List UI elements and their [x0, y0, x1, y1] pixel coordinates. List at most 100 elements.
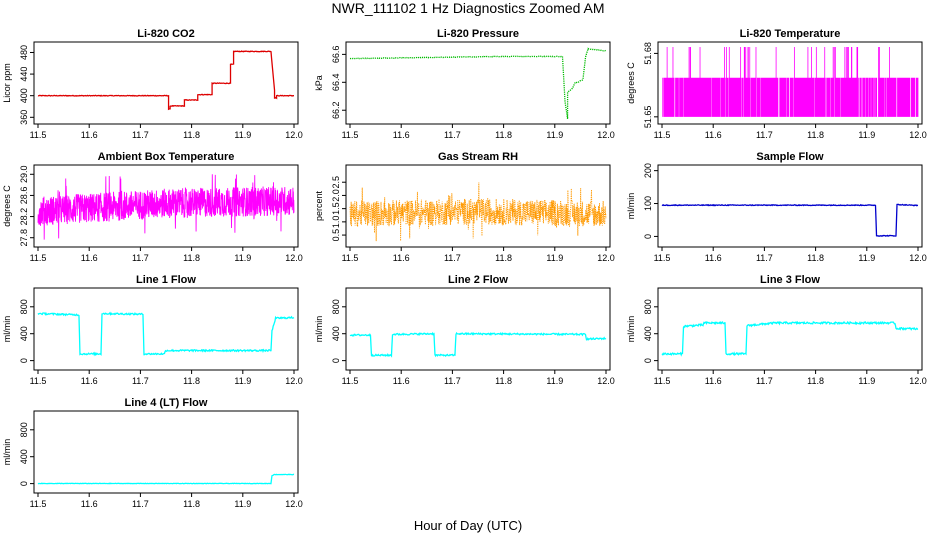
chart-ambient-box-temperature: Ambient Box Temperature degrees C 11.5 11.6… — [2, 151, 303, 263]
chart-title: Line 3 Flow — [760, 274, 820, 286]
y-tick-label: 360 — [19, 110, 29, 125]
series-line — [349, 182, 607, 242]
y-tick-label: 2.5 — [331, 176, 341, 189]
x-tick-label: 11.9 — [234, 376, 251, 386]
series-group — [37, 174, 295, 240]
x-tick-label: 12.0 — [909, 130, 927, 140]
chart-line-4-lt-flow: Line 4 (LT) Flow ml/min 11.5 11.6 11.7 11.8 11… — [2, 397, 303, 509]
y-tick-label: 0 — [331, 358, 341, 363]
y-tick-label: 800 — [643, 299, 653, 314]
chart-title: Line 2 Flow — [448, 274, 508, 286]
y-axis-label: ml/min — [2, 439, 12, 466]
y-tick-label: 66.6 — [331, 46, 341, 64]
plot-frame — [345, 41, 611, 125]
series-line — [661, 203, 919, 237]
chart-line-2-flow: Line 2 Flow ml/min 11.5 11.6 11.7 11.8 11.9 12.… — [314, 274, 615, 386]
x-tick-label: 12.0 — [597, 130, 615, 140]
x-tick-label: 12.0 — [909, 253, 927, 263]
series-group — [37, 50, 295, 111]
x-tick-label: 11.5 — [30, 376, 47, 386]
y-tick-label: 0 — [643, 234, 653, 239]
chart-gas-stream-rh: Gas Stream RH percent 11.5 11.6 11.7 11.8 11.9… — [314, 151, 615, 263]
x-tick-label: 11.7 — [132, 376, 149, 386]
plot-frame — [657, 164, 923, 248]
x-tick-label: 11.8 — [495, 376, 512, 386]
y-axis-label: ml/min — [2, 316, 12, 343]
series-line — [349, 331, 607, 358]
series-group — [37, 473, 295, 485]
x-tick-label: 11.8 — [183, 253, 200, 263]
y-tick-label: 51.68 — [643, 42, 653, 65]
figure-title: NWR_111102 1 Hz Diagnostics Zoomed AM — [331, 0, 605, 16]
series-line — [37, 311, 295, 357]
x-tick-label: 11.5 — [30, 253, 47, 263]
y-tick-label: 66.2 — [331, 101, 341, 119]
chart-title: Sample Flow — [756, 151, 824, 163]
series-group — [349, 47, 607, 119]
chart-li-820-temperature: Li-820 Temperature degrees C 11.5 11.6 11.7 1… — [626, 28, 927, 140]
series-group — [349, 182, 607, 242]
y-tick-label: 29.0 — [19, 166, 29, 184]
x-tick-label: 11.9 — [858, 130, 875, 140]
x-tick-label: 11.5 — [654, 130, 671, 140]
x-tick-label: 11.7 — [444, 130, 461, 140]
y-tick-label: 51.65 — [643, 106, 653, 129]
chart-title: Li-820 CO2 — [137, 28, 194, 40]
x-tick-label: 11.8 — [183, 499, 200, 509]
y-tick-label: 440 — [19, 67, 29, 82]
y-tick-label: 0 — [19, 481, 29, 486]
y-tick-label: 200 — [643, 163, 653, 178]
series-group — [661, 320, 919, 357]
plot-frame — [33, 164, 299, 248]
x-tick-label: 11.8 — [495, 130, 512, 140]
y-axis-label: degrees C — [626, 62, 636, 104]
plot-frame — [33, 287, 299, 371]
chart-title: Li-820 Temperature — [740, 28, 841, 40]
x-tick-label: 11.7 — [132, 130, 149, 140]
y-tick-label: 28.2 — [19, 208, 29, 226]
x-tick-label: 11.5 — [30, 130, 47, 140]
series-line — [37, 473, 295, 485]
x-tick-label: 11.8 — [183, 376, 200, 386]
series-group — [37, 311, 295, 357]
x-tick-label: 11.5 — [342, 130, 359, 140]
x-tick-label: 12.0 — [909, 376, 927, 386]
y-tick-label: 480 — [19, 45, 29, 60]
chart-title: Gas Stream RH — [438, 151, 518, 163]
series-line — [37, 174, 295, 240]
y-tick-label: 400 — [331, 326, 341, 341]
y-axis-label: kPa — [314, 75, 324, 91]
plot-frame — [657, 41, 923, 125]
x-tick-label: 11.6 — [393, 376, 410, 386]
plot-frame — [345, 287, 611, 371]
y-axis-label: ml/min — [626, 193, 636, 220]
chart-li-820-co2: Li-820 CO2 Licor ppm 11.5 11.6 11.7 11.8 11.9 1… — [2, 28, 303, 140]
x-tick-label: 11.6 — [81, 253, 98, 263]
y-tick-label: 800 — [19, 422, 29, 437]
x-tick-label: 11.7 — [132, 253, 149, 263]
y-axis-label: degrees C — [2, 185, 12, 227]
series-spikes — [662, 47, 919, 117]
series-group — [349, 331, 607, 358]
y-axis-label: ml/min — [626, 316, 636, 343]
x-tick-label: 11.6 — [705, 253, 722, 263]
series-line — [661, 320, 919, 357]
y-tick-label: 400 — [643, 326, 653, 341]
x-tick-label: 11.7 — [444, 253, 461, 263]
plot-frame — [33, 41, 299, 125]
figure-x-axis-label: Hour of Day (UTC) — [413, 518, 523, 533]
x-tick-label: 12.0 — [597, 253, 615, 263]
chart-sample-flow: Sample Flow ml/min 11.5 11.6 11.7 11.8 11.9 12.… — [626, 151, 927, 263]
y-tick-label: 66.4 — [331, 74, 341, 92]
y-tick-label: 400 — [19, 326, 29, 341]
x-tick-label: 11.5 — [30, 499, 47, 509]
plot-frame — [345, 164, 611, 248]
x-tick-label: 11.5 — [342, 253, 359, 263]
y-tick-label: 1.0 — [331, 216, 341, 229]
y-tick-label: 1.5 — [331, 202, 341, 215]
x-tick-label: 11.8 — [495, 253, 512, 263]
y-tick-label: 800 — [19, 299, 29, 314]
chart-title: Li-820 Pressure — [437, 28, 519, 40]
y-tick-label: 0 — [643, 358, 653, 363]
